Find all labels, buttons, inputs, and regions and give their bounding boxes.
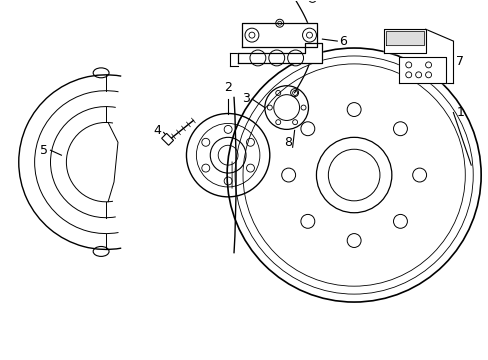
Polygon shape bbox=[242, 23, 317, 47]
Polygon shape bbox=[385, 31, 423, 45]
Text: 4: 4 bbox=[153, 124, 161, 137]
Polygon shape bbox=[162, 133, 173, 145]
Polygon shape bbox=[383, 29, 425, 53]
Polygon shape bbox=[238, 43, 322, 63]
Text: 1: 1 bbox=[455, 106, 463, 119]
Text: 2: 2 bbox=[224, 81, 232, 94]
Text: 3: 3 bbox=[242, 92, 249, 105]
Text: 5: 5 bbox=[40, 144, 47, 157]
Text: 8: 8 bbox=[283, 136, 291, 149]
Text: 6: 6 bbox=[339, 35, 346, 48]
Text: 7: 7 bbox=[455, 55, 464, 68]
Polygon shape bbox=[398, 57, 446, 83]
